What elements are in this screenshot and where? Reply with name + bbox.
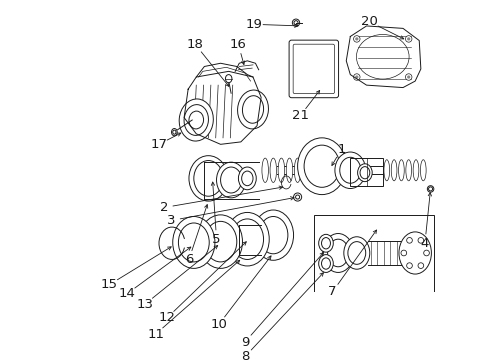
- Text: 6: 6: [184, 253, 193, 266]
- Ellipse shape: [318, 255, 333, 273]
- Ellipse shape: [220, 167, 241, 193]
- Ellipse shape: [406, 263, 411, 269]
- Ellipse shape: [405, 74, 411, 80]
- Text: 13: 13: [136, 298, 153, 311]
- Ellipse shape: [293, 193, 301, 201]
- Ellipse shape: [318, 234, 333, 252]
- Ellipse shape: [417, 263, 423, 269]
- Bar: [349, 158, 382, 186]
- Ellipse shape: [237, 90, 268, 129]
- Ellipse shape: [183, 105, 208, 135]
- Ellipse shape: [423, 250, 428, 256]
- Ellipse shape: [178, 223, 209, 262]
- Text: 10: 10: [210, 318, 227, 331]
- Text: 5: 5: [212, 233, 220, 246]
- Ellipse shape: [188, 156, 227, 201]
- Ellipse shape: [258, 216, 287, 254]
- Text: 19: 19: [245, 18, 262, 31]
- Ellipse shape: [354, 37, 358, 41]
- Ellipse shape: [353, 36, 359, 42]
- Text: 7: 7: [327, 285, 336, 298]
- Ellipse shape: [405, 160, 411, 181]
- Ellipse shape: [353, 74, 359, 80]
- Ellipse shape: [334, 152, 365, 189]
- Ellipse shape: [322, 234, 353, 273]
- Bar: [313, 215, 433, 292]
- Ellipse shape: [198, 215, 242, 269]
- Ellipse shape: [292, 19, 299, 26]
- Ellipse shape: [339, 157, 360, 183]
- Ellipse shape: [406, 238, 411, 243]
- Ellipse shape: [302, 158, 308, 183]
- Ellipse shape: [293, 21, 297, 25]
- Text: 1: 1: [336, 143, 345, 156]
- FancyBboxPatch shape: [292, 44, 334, 94]
- Ellipse shape: [383, 160, 389, 181]
- Ellipse shape: [238, 167, 256, 190]
- Polygon shape: [183, 71, 261, 144]
- Ellipse shape: [405, 36, 411, 42]
- Ellipse shape: [225, 212, 269, 266]
- Ellipse shape: [310, 158, 316, 183]
- Ellipse shape: [406, 37, 409, 41]
- Ellipse shape: [225, 75, 231, 83]
- Text: 15: 15: [101, 278, 118, 291]
- Ellipse shape: [231, 219, 263, 260]
- Text: 20: 20: [361, 15, 377, 28]
- Text: 8: 8: [240, 350, 248, 360]
- Ellipse shape: [269, 158, 276, 183]
- Ellipse shape: [204, 221, 236, 262]
- Ellipse shape: [406, 75, 409, 78]
- Ellipse shape: [398, 160, 404, 181]
- Ellipse shape: [356, 35, 408, 79]
- Ellipse shape: [285, 158, 292, 183]
- Ellipse shape: [390, 160, 396, 181]
- FancyBboxPatch shape: [288, 40, 338, 98]
- Ellipse shape: [242, 96, 263, 123]
- Ellipse shape: [359, 167, 369, 179]
- Ellipse shape: [318, 158, 325, 183]
- Text: 11: 11: [147, 328, 164, 341]
- Ellipse shape: [297, 138, 346, 195]
- Text: 17: 17: [150, 138, 167, 151]
- Ellipse shape: [188, 111, 203, 129]
- Text: 12: 12: [158, 311, 175, 324]
- Ellipse shape: [172, 130, 176, 134]
- Ellipse shape: [400, 250, 406, 256]
- Ellipse shape: [327, 239, 348, 267]
- Ellipse shape: [420, 160, 425, 181]
- Ellipse shape: [171, 129, 177, 136]
- Ellipse shape: [241, 171, 252, 186]
- Text: 14: 14: [119, 287, 136, 300]
- Ellipse shape: [427, 186, 433, 192]
- Ellipse shape: [321, 238, 330, 249]
- Text: 16: 16: [229, 38, 246, 51]
- Ellipse shape: [295, 195, 299, 199]
- Ellipse shape: [278, 158, 284, 183]
- Ellipse shape: [252, 210, 293, 260]
- Ellipse shape: [417, 238, 423, 243]
- Ellipse shape: [354, 75, 358, 78]
- Ellipse shape: [262, 158, 268, 183]
- Ellipse shape: [179, 99, 213, 141]
- Ellipse shape: [343, 237, 369, 269]
- Ellipse shape: [216, 162, 245, 198]
- Ellipse shape: [304, 145, 339, 187]
- Ellipse shape: [347, 242, 365, 264]
- Text: 18: 18: [186, 38, 203, 51]
- Ellipse shape: [398, 232, 430, 274]
- Ellipse shape: [294, 158, 300, 183]
- Text: 3: 3: [166, 214, 175, 227]
- Ellipse shape: [321, 258, 330, 269]
- Ellipse shape: [357, 164, 371, 182]
- Text: 9: 9: [240, 336, 248, 349]
- Polygon shape: [346, 26, 420, 87]
- Text: 21: 21: [291, 109, 308, 122]
- Text: 2: 2: [159, 201, 168, 214]
- Ellipse shape: [172, 216, 214, 269]
- Ellipse shape: [427, 187, 432, 191]
- Ellipse shape: [193, 161, 223, 196]
- Text: 4: 4: [420, 237, 428, 250]
- Ellipse shape: [412, 160, 418, 181]
